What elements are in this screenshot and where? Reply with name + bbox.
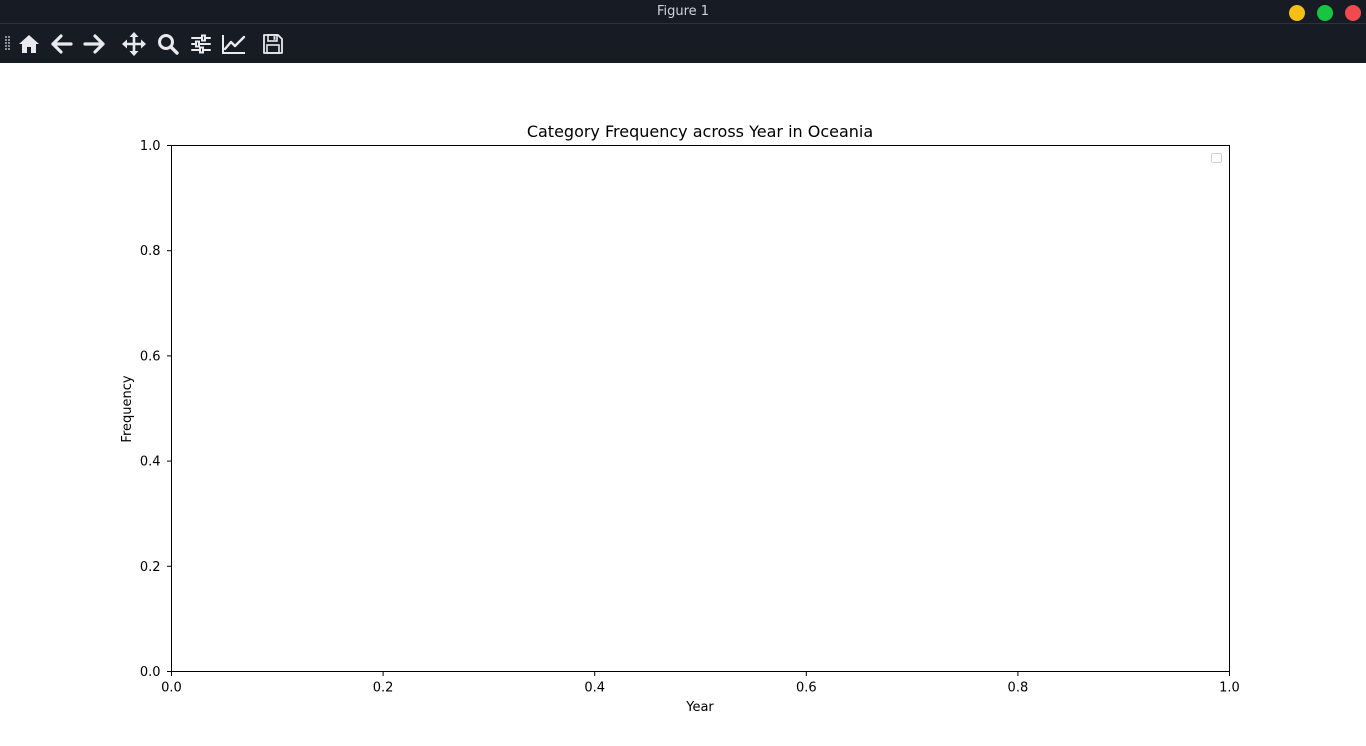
home-icon <box>19 35 39 53</box>
toolbar-grip-icon[interactable] <box>5 36 11 52</box>
figure-canvas[interactable]: Category Frequency across Year in Oceani… <box>0 63 1366 746</box>
maximize-button[interactable] <box>1317 5 1333 21</box>
y-axis-label: Frequency <box>120 375 135 442</box>
chart-title: Category Frequency across Year in Oceani… <box>527 122 873 141</box>
edit-axis-button[interactable] <box>220 30 248 58</box>
plot-area <box>171 145 1230 672</box>
y-tick-label: 1.0 <box>140 139 161 154</box>
arrow-right-icon <box>83 34 105 54</box>
magnifier-icon <box>158 34 179 55</box>
y-tick-label: 0.8 <box>140 244 161 259</box>
chart: Category Frequency across Year in Oceani… <box>120 122 1240 715</box>
navigation-toolbar <box>0 24 1366 63</box>
forward-button[interactable] <box>80 30 108 58</box>
save-button[interactable] <box>259 30 287 58</box>
sliders-icon <box>191 34 211 54</box>
arrow-left-icon <box>51 34 73 54</box>
zoom-button[interactable] <box>154 30 182 58</box>
x-tick-label: 1.0 <box>1219 681 1240 696</box>
home-button[interactable] <box>15 30 43 58</box>
close-button[interactable] <box>1345 5 1361 21</box>
x-tick-label: 0.6 <box>796 681 817 696</box>
x-tick-label: 0.2 <box>373 681 394 696</box>
x-tick-label: 0.4 <box>584 681 605 696</box>
legend-box <box>1211 153 1222 163</box>
x-axis-label: Year <box>685 700 714 715</box>
x-tick-label: 0.8 <box>1008 681 1029 696</box>
minimize-button[interactable] <box>1289 5 1305 21</box>
x-tick-label: 0.0 <box>161 681 182 696</box>
y-tick-label: 0.0 <box>140 665 161 680</box>
configure-subplots-button[interactable] <box>187 30 215 58</box>
y-tick-label: 0.4 <box>140 455 161 470</box>
y-tick-label: 0.6 <box>140 349 161 364</box>
back-button[interactable] <box>48 30 76 58</box>
floppy-disk-icon <box>263 34 283 54</box>
move-icon <box>122 32 146 56</box>
y-tick-label: 0.2 <box>140 560 161 575</box>
line-chart-icon <box>222 35 246 54</box>
axis-ticks: 0.0 0.2 0.4 0.6 0.8 1.0 0.0 0.2 0.4 0.6 0.8 1.0 <box>140 139 1240 696</box>
window-title: Figure 1 <box>656 4 710 19</box>
pan-button[interactable] <box>120 30 148 58</box>
window-titlebar: Figure 1 <box>0 0 1366 24</box>
